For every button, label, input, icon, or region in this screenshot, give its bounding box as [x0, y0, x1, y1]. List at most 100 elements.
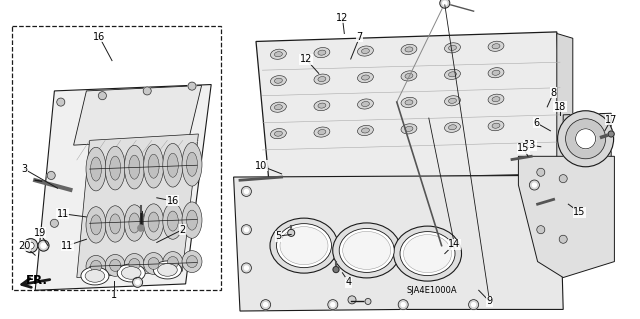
- Ellipse shape: [271, 129, 286, 139]
- Circle shape: [365, 299, 371, 304]
- Text: 18: 18: [554, 102, 566, 112]
- Ellipse shape: [157, 263, 177, 276]
- Text: 4: 4: [346, 277, 352, 287]
- Text: FR.: FR.: [26, 274, 48, 286]
- Ellipse shape: [182, 251, 202, 272]
- Circle shape: [537, 168, 545, 176]
- Circle shape: [28, 242, 34, 249]
- Circle shape: [99, 92, 106, 100]
- Text: 12: 12: [300, 54, 312, 64]
- Circle shape: [241, 263, 252, 273]
- Circle shape: [331, 303, 335, 307]
- Ellipse shape: [318, 77, 326, 82]
- Ellipse shape: [143, 204, 164, 240]
- Ellipse shape: [105, 255, 125, 276]
- Ellipse shape: [405, 73, 413, 78]
- Ellipse shape: [143, 145, 164, 188]
- Ellipse shape: [182, 143, 202, 186]
- Circle shape: [288, 229, 294, 236]
- Ellipse shape: [275, 105, 282, 110]
- Ellipse shape: [270, 218, 338, 273]
- Ellipse shape: [488, 94, 504, 104]
- Polygon shape: [518, 156, 614, 278]
- Circle shape: [241, 225, 252, 235]
- Ellipse shape: [129, 155, 140, 179]
- Ellipse shape: [182, 202, 202, 238]
- Ellipse shape: [358, 72, 373, 83]
- Circle shape: [47, 171, 55, 180]
- Circle shape: [398, 300, 408, 310]
- Circle shape: [559, 235, 567, 243]
- Ellipse shape: [358, 125, 373, 136]
- Circle shape: [264, 303, 268, 307]
- Ellipse shape: [492, 44, 500, 49]
- Text: 2: 2: [179, 225, 186, 235]
- Ellipse shape: [109, 259, 121, 271]
- Ellipse shape: [449, 98, 456, 103]
- Circle shape: [244, 228, 248, 232]
- Ellipse shape: [186, 210, 198, 230]
- Circle shape: [440, 0, 450, 8]
- Bar: [12, 26, 221, 290]
- Circle shape: [143, 87, 151, 95]
- Ellipse shape: [143, 253, 164, 274]
- Ellipse shape: [86, 207, 106, 243]
- Circle shape: [537, 226, 545, 234]
- Text: 9: 9: [486, 296, 493, 307]
- Circle shape: [132, 277, 143, 287]
- Ellipse shape: [86, 147, 106, 191]
- Text: 6: 6: [533, 118, 540, 128]
- Ellipse shape: [358, 99, 373, 109]
- Text: SJA4E1000A: SJA4E1000A: [406, 286, 457, 295]
- Text: 15: 15: [573, 207, 586, 217]
- Ellipse shape: [314, 74, 330, 84]
- Ellipse shape: [318, 130, 326, 135]
- Circle shape: [260, 300, 271, 310]
- Ellipse shape: [109, 214, 121, 234]
- Ellipse shape: [405, 126, 413, 131]
- Text: 16: 16: [166, 196, 179, 206]
- Circle shape: [328, 300, 338, 310]
- Ellipse shape: [314, 127, 330, 137]
- Ellipse shape: [271, 102, 286, 112]
- Ellipse shape: [163, 144, 183, 187]
- Ellipse shape: [186, 256, 198, 268]
- Circle shape: [244, 266, 248, 270]
- Circle shape: [241, 186, 252, 197]
- Ellipse shape: [275, 131, 282, 136]
- Ellipse shape: [362, 75, 369, 80]
- Ellipse shape: [401, 71, 417, 81]
- Ellipse shape: [90, 215, 102, 235]
- Text: 15: 15: [517, 143, 530, 153]
- Ellipse shape: [362, 48, 369, 54]
- Ellipse shape: [105, 146, 125, 190]
- Ellipse shape: [445, 43, 460, 53]
- Polygon shape: [557, 33, 573, 175]
- Text: 11: 11: [61, 241, 74, 251]
- Ellipse shape: [449, 125, 456, 130]
- Text: 16: 16: [93, 32, 106, 42]
- Ellipse shape: [318, 103, 326, 108]
- Text: 19: 19: [33, 228, 46, 238]
- Text: 1: 1: [111, 290, 117, 300]
- Ellipse shape: [488, 41, 504, 51]
- Ellipse shape: [449, 72, 456, 77]
- Text: 3: 3: [21, 164, 28, 174]
- Ellipse shape: [314, 48, 330, 58]
- Text: 10: 10: [255, 161, 268, 171]
- Circle shape: [41, 243, 46, 248]
- Ellipse shape: [492, 123, 500, 128]
- Ellipse shape: [105, 206, 125, 242]
- Ellipse shape: [343, 231, 390, 270]
- Circle shape: [51, 219, 58, 227]
- Ellipse shape: [167, 256, 179, 269]
- Ellipse shape: [109, 156, 121, 180]
- Ellipse shape: [445, 122, 460, 132]
- Circle shape: [401, 303, 405, 307]
- Polygon shape: [256, 32, 563, 180]
- Circle shape: [532, 183, 536, 187]
- Circle shape: [608, 131, 614, 137]
- Text: 14: 14: [448, 239, 461, 249]
- Circle shape: [472, 303, 476, 307]
- Circle shape: [468, 300, 479, 310]
